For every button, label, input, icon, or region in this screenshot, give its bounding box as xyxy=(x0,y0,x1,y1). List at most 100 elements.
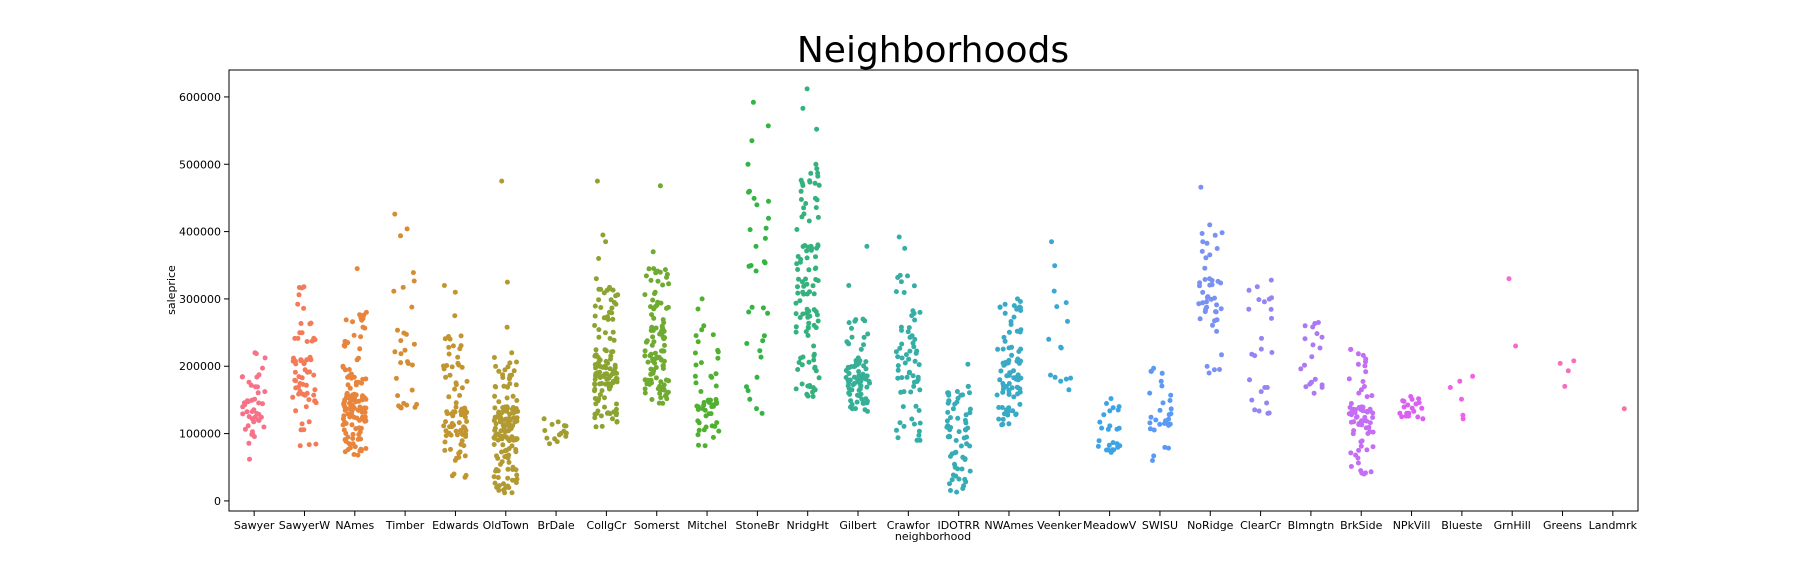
data-point-oldtown xyxy=(510,464,516,470)
data-point-brkside xyxy=(1355,455,1361,461)
data-point-nridght xyxy=(812,387,818,393)
data-point-collgcr xyxy=(593,347,599,353)
data-point-gilbert xyxy=(853,317,859,323)
data-point-oldtown xyxy=(509,434,515,440)
data-point-noridge xyxy=(1214,328,1220,334)
data-point-edwards xyxy=(457,346,463,352)
data-point-edwards xyxy=(447,336,453,342)
data-point-noridge xyxy=(1217,367,1222,372)
data-point-collgcr xyxy=(605,410,611,416)
data-point-edwards xyxy=(443,419,448,425)
data-point-oldtown xyxy=(504,324,510,330)
data-point-nridght xyxy=(806,267,812,273)
data-point-names xyxy=(357,448,363,454)
data-point-crawfor xyxy=(915,374,921,380)
x-tick-label: MeadowV xyxy=(1083,519,1137,532)
data-point-nridght xyxy=(806,320,812,326)
data-point-npkvill xyxy=(1416,396,1422,402)
data-point-mitchel xyxy=(693,333,699,339)
data-point-names xyxy=(345,395,351,401)
data-point-oldtown xyxy=(492,384,498,389)
data-point-brkside xyxy=(1360,379,1366,384)
data-point-blmngtn xyxy=(1317,345,1323,351)
y-tick-label: 0 xyxy=(214,495,221,508)
data-point-stonebr xyxy=(754,406,759,412)
data-point-edwards xyxy=(457,449,463,455)
data-point-nridght xyxy=(815,170,821,176)
data-point-oldtown xyxy=(514,472,520,478)
data-point-oldtown xyxy=(503,429,508,435)
data-point-collgcr xyxy=(592,386,598,392)
data-point-crawfor xyxy=(901,290,907,295)
data-point-collgcr xyxy=(601,373,607,379)
data-point-oldtown xyxy=(506,423,512,429)
data-point-swisu xyxy=(1148,414,1154,420)
data-point-mitchel xyxy=(692,373,698,379)
data-point-noridge xyxy=(1218,280,1224,286)
data-point-idotrr xyxy=(967,468,973,474)
data-point-names xyxy=(350,431,356,437)
data-point-brkside xyxy=(1363,359,1368,365)
data-point-edwards xyxy=(452,289,458,295)
data-point-noridge xyxy=(1218,306,1224,312)
data-point-oldtown xyxy=(491,355,497,360)
data-point-edwards xyxy=(455,354,461,360)
data-point-nridght xyxy=(793,324,799,330)
data-point-npkvill xyxy=(1399,414,1405,420)
data-point-stonebr xyxy=(747,227,753,233)
data-point-nridght xyxy=(793,300,799,306)
data-point-meadowv xyxy=(1110,405,1116,411)
data-point-oldtown xyxy=(511,368,517,374)
data-point-gilbert xyxy=(854,399,860,405)
data-point-npkvill xyxy=(1411,408,1417,414)
data-point-nwames xyxy=(994,392,1000,398)
data-point-collgcr xyxy=(599,388,605,394)
data-point-crawfor xyxy=(897,345,903,351)
data-point-somerst xyxy=(642,390,648,396)
data-point-stonebr xyxy=(750,99,756,105)
data-point-timber xyxy=(393,375,399,381)
data-point-swisu xyxy=(1157,421,1163,427)
data-point-grnhill xyxy=(1506,276,1512,282)
data-point-nridght xyxy=(814,126,820,132)
data-point-nridght xyxy=(803,201,809,206)
data-point-greens xyxy=(1571,358,1577,364)
data-point-noridge xyxy=(1204,240,1210,246)
data-point-blmngtn xyxy=(1309,354,1315,360)
data-point-nwames xyxy=(1000,346,1006,352)
data-point-gilbert xyxy=(862,318,868,324)
data-point-nridght xyxy=(800,311,806,317)
data-point-sawyer xyxy=(251,434,257,440)
data-point-nridght xyxy=(795,290,801,296)
data-point-veenker xyxy=(1052,374,1058,380)
data-point-nwames xyxy=(1002,310,1008,316)
data-point-timber xyxy=(396,403,402,409)
data-point-noridge xyxy=(1203,255,1209,261)
data-point-somerst xyxy=(652,291,657,297)
data-point-gilbert xyxy=(849,387,855,393)
data-point-timber xyxy=(404,402,410,408)
data-point-oldtown xyxy=(509,490,515,496)
data-point-idotrr xyxy=(946,392,952,398)
data-point-gilbert xyxy=(848,398,854,404)
data-point-idotrr xyxy=(954,399,960,405)
data-point-brkside xyxy=(1366,424,1372,430)
x-tick-label: NWAmes xyxy=(984,519,1034,532)
data-point-brkside xyxy=(1347,405,1353,410)
data-point-crawfor xyxy=(911,283,917,289)
data-point-meadowv xyxy=(1110,440,1116,446)
data-point-edwards xyxy=(452,313,458,319)
data-point-swisu xyxy=(1167,421,1173,427)
data-point-stonebr xyxy=(761,333,767,339)
data-point-somerst xyxy=(651,266,657,272)
data-point-nridght xyxy=(816,182,822,188)
data-point-nwames xyxy=(1001,383,1006,389)
data-point-names xyxy=(352,444,358,450)
data-point-timber xyxy=(411,341,417,347)
data-point-nwames xyxy=(1017,401,1023,407)
data-point-sawyer xyxy=(261,424,267,430)
data-point-mitchel xyxy=(703,424,709,430)
data-point-oldtown xyxy=(492,480,498,486)
data-point-meadowv xyxy=(1110,447,1116,453)
data-point-nwames xyxy=(1006,329,1012,335)
